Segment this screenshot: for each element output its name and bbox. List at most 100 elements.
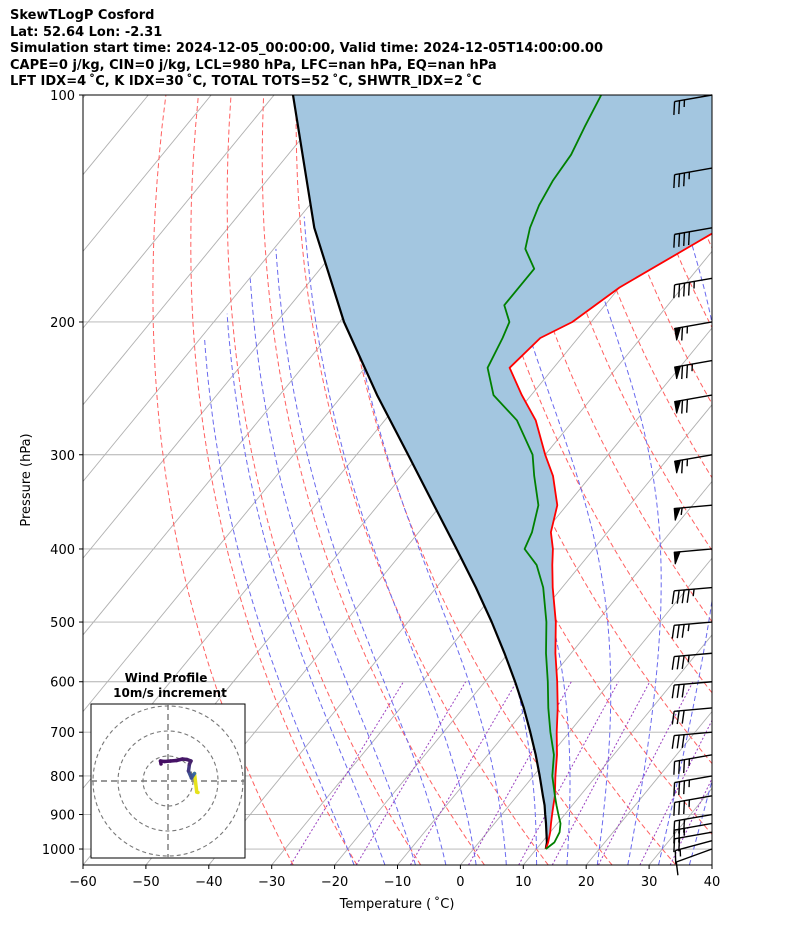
wind-barb-flag	[678, 100, 681, 115]
mixing-ratio-line	[468, 681, 572, 865]
wind-barb-pennant	[673, 507, 681, 521]
wind-barb	[671, 586, 713, 605]
wind-barb-stem	[674, 681, 713, 686]
dry-adiabat-line	[152, 95, 294, 865]
hodograph-segment	[158, 759, 163, 766]
dewpoint-line	[486, 95, 602, 850]
wind-barb-flag	[673, 101, 676, 115]
wind-barb-stem	[674, 277, 713, 286]
wind-barb-stem	[674, 227, 713, 236]
wind-barb	[673, 775, 713, 796]
y-tick-label: 700	[50, 726, 75, 741]
dry-adiabat-line	[328, 95, 613, 865]
wind-barb-flag	[681, 655, 685, 670]
wind-barb-stem	[674, 707, 713, 712]
x-tick-label: 10	[515, 875, 532, 890]
wind-barb-stem	[674, 775, 713, 784]
mixing-ratio-line	[669, 777, 712, 865]
wind-barb	[671, 731, 713, 749]
mixing-ratio-line	[518, 681, 619, 865]
header-indices-2: LFT IDX=4 ˚C, K IDX=30 ˚C, TOTAL TOTS=52…	[10, 74, 482, 89]
dry-adiabats	[152, 95, 794, 865]
wind-barb-stem	[674, 621, 713, 627]
wind-barb-stem	[674, 822, 713, 831]
wind-barb-flag	[681, 624, 685, 638]
mixing-ratio-line	[597, 681, 694, 865]
y-tick-label: 200	[50, 316, 75, 331]
wind-barbs	[671, 94, 713, 876]
wind-barb-flag	[683, 232, 686, 246]
wind-barb-flag	[681, 734, 685, 748]
dry-adiabat-line	[261, 95, 485, 865]
isotherm-line	[83, 95, 212, 253]
wind-barb-flag	[681, 400, 684, 414]
wind-barb-half-flag	[687, 623, 690, 632]
wind-barb	[673, 795, 713, 816]
wind-barb-half-flag	[692, 589, 695, 597]
x-tick-label: −20	[321, 875, 348, 890]
isotherm-line	[83, 95, 86, 99]
y-tick-label: 400	[50, 543, 75, 558]
wind-barb-flag	[681, 327, 684, 341]
wind-barb-flag	[671, 735, 675, 749]
moist-adiabat-line	[275, 248, 447, 865]
wind-barb-flag	[686, 589, 690, 603]
hodograph-inset: Wind Profile 10m/s increment	[90, 671, 246, 859]
moist-adiabat-line	[647, 95, 712, 865]
wind-barb-flag	[683, 759, 686, 774]
hodograph-segment	[192, 771, 199, 794]
wind-barb	[671, 652, 713, 670]
x-tick-label: −10	[384, 875, 411, 890]
wind-barb-flag	[681, 589, 685, 604]
wind-barb-flag	[671, 684, 675, 699]
wind-barb	[671, 707, 713, 725]
wind-barb-flag	[683, 819, 686, 833]
wind-barb-flag	[673, 782, 676, 796]
wind-barb-flag	[673, 284, 676, 299]
wind-barb-flag	[678, 820, 681, 834]
wind-barb-flag	[683, 800, 686, 815]
wind-barb-flag	[676, 590, 680, 604]
wind-barb-flag	[676, 710, 680, 725]
wind-barb	[674, 840, 713, 864]
x-tick-label: 30	[641, 875, 658, 890]
isotherm-line	[711, 864, 712, 865]
mixing-ratio-lines	[290, 681, 712, 865]
wind-barb-flag	[671, 590, 675, 605]
wind-barb	[673, 94, 713, 115]
wind-barb-pennant	[673, 326, 682, 341]
wind-barb-flag	[683, 780, 686, 795]
mixing-ratio-line	[290, 681, 404, 865]
wind-barb	[673, 359, 713, 380]
x-axis-ticks: −60 −50 −40 −30 −20 −10 0 10 20 30 40	[69, 865, 720, 890]
wind-barb	[673, 504, 713, 521]
x-tick-label: 20	[578, 875, 595, 890]
wind-barb	[671, 681, 713, 699]
y-tick-label: 1000	[42, 843, 75, 858]
wind-barb-flag	[678, 283, 681, 298]
wind-barb-flag	[673, 174, 676, 189]
x-axis-label: Temperature ( ˚C)	[339, 896, 455, 912]
wind-barb-flag	[683, 172, 686, 187]
isotherm-line	[585, 710, 712, 865]
wind-barb-flag	[681, 684, 685, 698]
isotherm-line	[397, 480, 712, 865]
dry-adiabat-line	[393, 95, 712, 836]
wind-barb-flag	[678, 233, 681, 247]
dry-adiabat-line	[720, 95, 794, 865]
isotherm-line	[271, 327, 712, 865]
wind-barb	[673, 394, 713, 414]
wind-barb-flag	[678, 173, 681, 188]
wind-barb-pennant	[673, 399, 682, 414]
wind-barb-flag	[683, 283, 686, 297]
header-station: SkewTLogP Cosford	[10, 8, 155, 23]
wind-barb-flag	[685, 399, 689, 413]
wind-barb-flag	[681, 459, 684, 474]
wind-barb-pennant	[673, 459, 682, 474]
isotherm-line	[775, 95, 794, 865]
y-axis-ticks: 1000 900 800 700 600 500 400 300 200 100	[42, 89, 83, 858]
isotherm-line	[460, 557, 712, 865]
moist-adiabat-line	[204, 337, 355, 865]
dry-adiabat-line	[752, 95, 794, 865]
header-indices-1: CAPE=0 j/kg, CIN=0 j/kg, LCL=980 hPa, LF…	[10, 57, 497, 73]
